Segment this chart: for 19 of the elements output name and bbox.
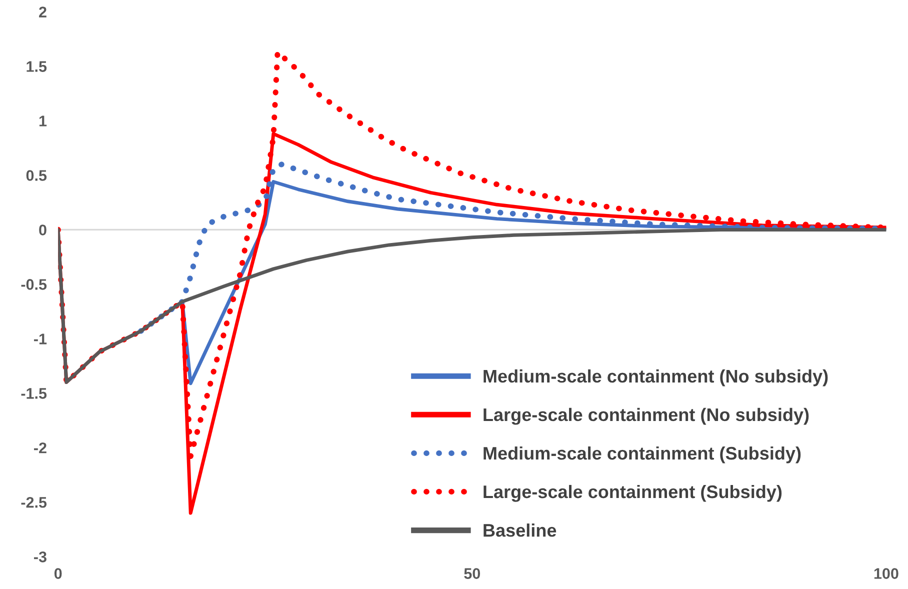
y-tick-label: 1 xyxy=(39,116,47,126)
legend-label: Large-scale containment (Subsidy) xyxy=(484,484,782,502)
y-tick-label: -1.5 xyxy=(21,388,47,399)
y-tick-label: -2.5 xyxy=(21,496,47,508)
y-tick-label: -1 xyxy=(34,334,47,344)
legend-label: Baseline xyxy=(484,524,556,537)
y-tick-label: -2 xyxy=(34,442,46,454)
y-tick-label: 1.5 xyxy=(26,61,47,72)
x-tick-label: 100 xyxy=(874,568,898,579)
y-tick-label: 2 xyxy=(39,6,46,18)
x-tick-label: 0 xyxy=(54,568,62,579)
y-tick-label: 0 xyxy=(39,224,46,236)
y-tick-label: -0.5 xyxy=(21,279,47,290)
y-tick-label: -3 xyxy=(34,551,46,562)
legend-label: Large-scale containment (No subsidy) xyxy=(484,408,809,425)
legend-label: Medium-scale containment (No subsidy) xyxy=(484,369,828,386)
legend-label: Medium-scale containment (Subsidy) xyxy=(484,446,801,464)
x-tick-label: 50 xyxy=(464,568,480,579)
y-tick-label: 0.5 xyxy=(26,170,47,181)
